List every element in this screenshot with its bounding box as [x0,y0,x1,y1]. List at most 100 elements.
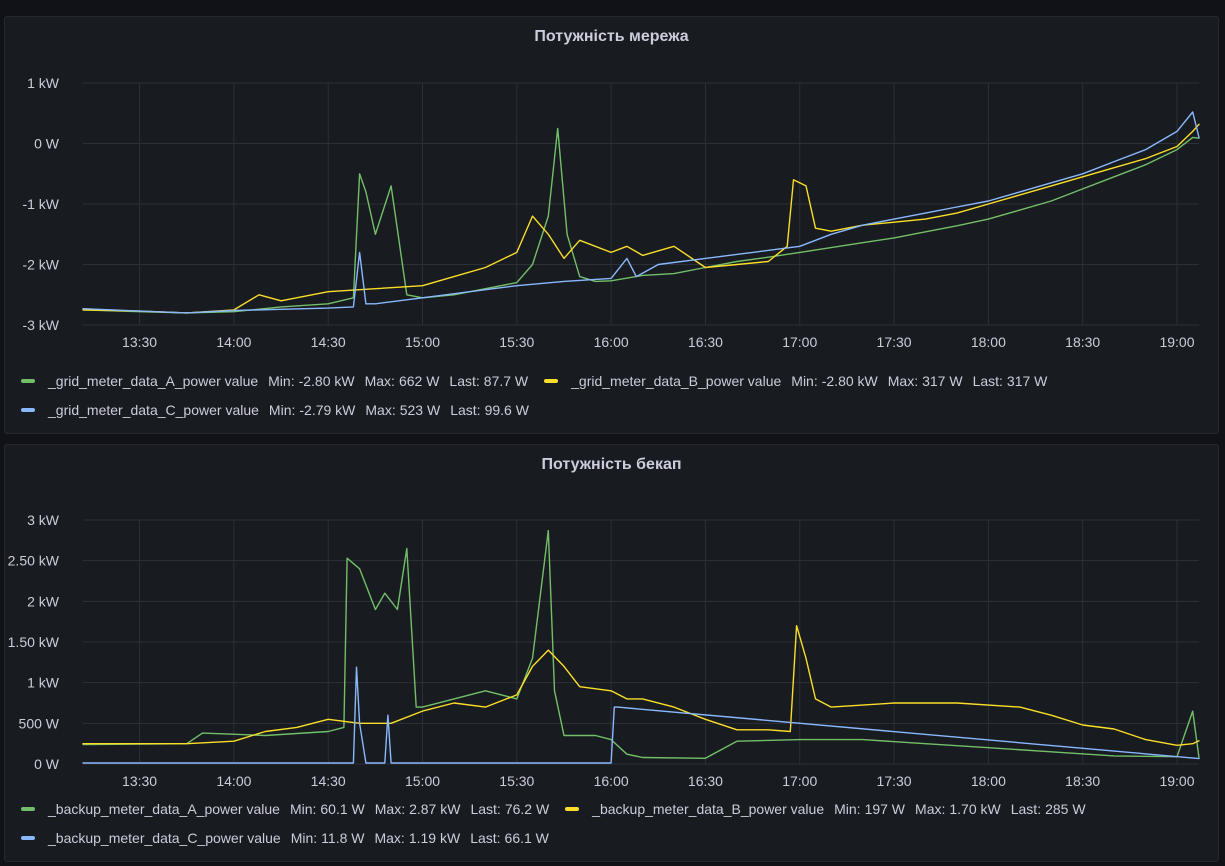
x-tick-label: 17:00 [782,334,817,350]
legend-item-backup-c[interactable]: _backup_meter_data_C_power value Min: 11… [21,830,549,846]
legend-last-value: 317 W [1006,372,1048,389]
y-tick-label: 3 kW [27,512,60,528]
grid-power-legend: _grid_meter_data_A_power value Min: -2.8… [21,366,1210,424]
legend-series-name: _backup_meter_data_B_power value [592,800,825,817]
legend-min-value: -2.79 kW [299,401,356,418]
y-tick-label: -3 kW [22,317,59,333]
x-tick-label: 17:30 [877,334,912,350]
series-color-swatch [21,806,35,811]
x-tick-label: 19:00 [1159,334,1194,350]
x-tick-label: 16:00 [594,773,629,789]
series-color-swatch [21,378,35,383]
series-color-swatch [565,806,580,811]
grid-power-chart: 1 kW 0 W -1 kW -2 kW -3 kW 13:30 14:00 14:30 15:… [22,75,1200,350]
legend-last-value: 87.7 W [483,372,529,389]
y-tick-label: 2 kW [27,593,60,609]
legend-min-label: Min: [268,401,296,418]
series-color-swatch [21,835,35,840]
legend-last-value: 99.6 W [484,401,529,418]
grid-power-panel: Потужність мережа 1 kW 0 W -1 kW -2 kW -3 kW… [4,16,1219,434]
x-tick-label: 15:00 [405,773,440,789]
legend-item-grid-a[interactable]: _grid_meter_data_A_power value Min: -2.8… [21,373,528,389]
x-tick-label: 18:00 [971,773,1006,789]
legend-max-label: Max: [374,829,405,846]
x-tick-label: 18:30 [1065,334,1100,350]
x-tick-label: 17:30 [877,773,912,789]
legend-last-label: Last: [470,800,501,817]
legend-max-value: 1.19 kW [408,829,461,846]
backup-power-panel: Потужність бекап 3 kW 2.50 kW 2 kW 1.50 kW 1… [4,444,1219,862]
legend-last-label: Last: [972,372,1003,389]
legend-last-value: 66.1 W [504,829,549,846]
series-line-c[interactable] [82,666,1200,764]
legend-series-name: _grid_meter_data_A_power value [48,372,259,389]
legend-row: _backup_meter_data_C_power value Min: 11… [21,823,1210,852]
series-line-a[interactable] [82,529,1200,759]
legend-series-name: _backup_meter_data_C_power value [48,829,281,846]
x-tick-label: 15:30 [499,334,534,350]
legend-row: _grid_meter_data_C_power value Min: -2.7… [21,395,1210,424]
series-line-b[interactable] [82,123,1200,314]
legend-max-value: 1.70 kW [949,800,1001,817]
legend-min-value: 11.8 W [321,829,365,846]
y-tick-label: 500 W [19,715,60,731]
legend-min-label: Min: [791,372,818,389]
series-line-a[interactable] [82,127,1200,314]
backup-power-chart: 3 kW 2.50 kW 2 kW 1.50 kW 1 kW 500 W 0 W 13:30 1… [8,512,1200,789]
legend-min-value: 197 W [864,800,906,817]
legend-max-value: 523 W [399,401,441,418]
panel-title[interactable]: Потужність бекап [541,456,682,473]
series-color-swatch [544,378,559,383]
legend-min-label: Min: [268,372,295,389]
y-tick-label: 1.50 kW [8,634,60,650]
series-line-c[interactable] [82,111,1200,314]
legend-last-label: Last: [449,372,480,389]
legend-min-label: Min: [289,800,317,817]
legend-last-label: Last: [450,401,481,418]
y-tick-label: 0 W [34,756,60,772]
x-tick-label: 14:30 [311,773,346,789]
backup-power-legend: _backup_meter_data_A_power value Min: 60… [21,794,1210,852]
x-tick-label: 15:00 [405,334,440,350]
legend-item-backup-a[interactable]: _backup_meter_data_A_power value Min: 60… [21,801,549,817]
y-tick-label: 1 kW [27,675,60,691]
legend-max-label: Max: [364,372,395,389]
legend-row: _backup_meter_data_A_power value Min: 60… [21,794,1210,823]
legend-max-value: 2.87 kW [409,800,461,817]
x-tick-label: 15:30 [499,773,534,789]
y-tick-label: 2.50 kW [8,553,60,569]
legend-series-name: _backup_meter_data_A_power value [48,800,280,817]
legend-item-grid-b[interactable]: _grid_meter_data_B_power value Min: -2.8… [544,373,1047,389]
x-tick-label: 17:00 [782,773,817,789]
x-tick-label: 18:00 [971,334,1006,350]
y-tick-label: -1 kW [22,196,59,212]
panel-title[interactable]: Потужність мережа [534,28,689,45]
x-tick-label: 14:00 [216,773,251,789]
legend-min-value: 60.1 W [320,800,365,817]
x-tick-label: 14:30 [311,334,346,350]
x-tick-label: 19:00 [1159,773,1194,789]
legend-last-value: 285 W [1045,800,1086,817]
legend-max-value: 317 W [922,372,963,389]
y-tick-label: -2 kW [22,257,59,273]
x-tick-label: 18:30 [1065,773,1100,789]
legend-item-backup-b[interactable]: _backup_meter_data_B_power value Min: 19… [565,800,1086,817]
legend-last-label: Last: [470,829,501,846]
y-tick-label: 1 kW [27,75,60,91]
legend-item-grid-c[interactable]: _grid_meter_data_C_power value Min: -2.7… [21,402,529,418]
legend-last-label: Last: [1010,800,1042,817]
legend-row: _grid_meter_data_A_power value Min: -2.8… [21,366,1210,395]
legend-min-label: Min: [834,800,861,817]
legend-min-value: -2.80 kW [821,372,878,389]
series-line-b[interactable] [82,624,1200,746]
x-tick-label: 16:30 [688,334,723,350]
legend-max-label: Max: [915,800,946,817]
y-tick-label: 0 W [34,136,60,152]
series-color-swatch [21,407,35,412]
x-tick-label: 14:00 [216,334,251,350]
legend-series-name: _grid_meter_data_C_power value [48,401,259,418]
x-tick-label: 13:30 [122,334,157,350]
x-tick-label: 16:30 [688,773,723,789]
x-tick-label: 16:00 [594,334,629,350]
legend-max-label: Max: [887,372,919,389]
